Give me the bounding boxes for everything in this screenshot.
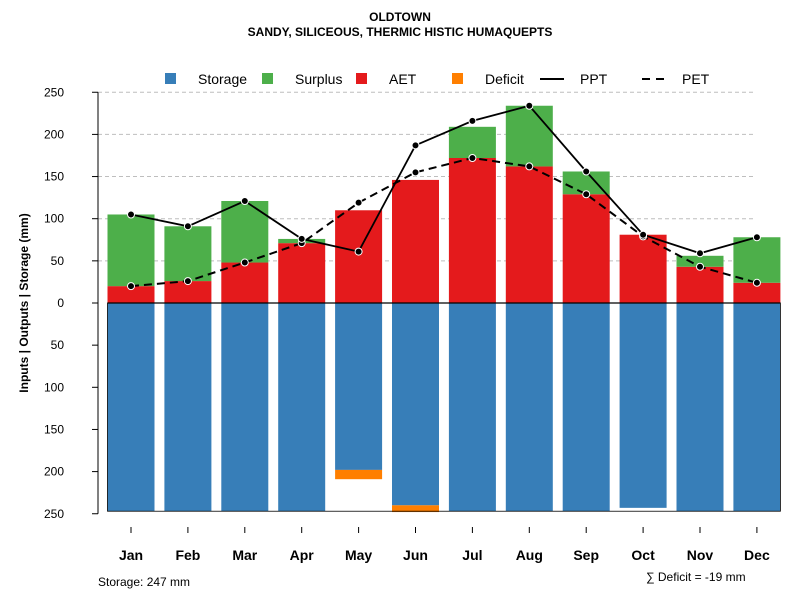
x-tick-label: Aug	[516, 547, 543, 563]
y-tick-label: 50	[51, 338, 65, 352]
aet-bar	[164, 281, 212, 303]
surplus-bar	[733, 237, 781, 283]
pet-point	[183, 277, 192, 286]
aet-bar	[562, 194, 610, 303]
storage-bar	[562, 303, 610, 512]
aet-bar	[335, 210, 383, 303]
surplus-bar	[562, 171, 610, 195]
legend-label-storage: Storage	[198, 71, 247, 87]
ppt-point	[752, 233, 761, 242]
ppt-point	[468, 116, 477, 125]
surplus-bar	[448, 126, 496, 159]
aet-bar	[676, 266, 724, 303]
y-tick-label: 150	[44, 170, 64, 184]
deficit-bar	[335, 469, 383, 480]
deficit-bar	[392, 505, 439, 513]
ppt-point	[240, 196, 249, 205]
ppt-point	[297, 234, 306, 243]
x-tick-label: Sep	[573, 547, 599, 563]
y-tick-label: 250	[44, 85, 64, 99]
legend-label-deficit: Deficit	[485, 71, 524, 87]
storage-bar	[278, 303, 326, 512]
legend-swatch-aet	[356, 73, 367, 84]
storage-bar	[733, 303, 781, 512]
y-tick-label: 0	[57, 296, 64, 310]
x-tick-label: Jan	[119, 547, 143, 563]
legend-label-ppt: PPT	[580, 71, 608, 87]
storage-bar	[448, 303, 496, 512]
aet-bar	[619, 234, 667, 303]
pet-point	[240, 258, 249, 267]
pet-point	[127, 282, 135, 291]
y-tick-label: 150	[44, 422, 64, 436]
x-tick-label: Mar	[232, 547, 257, 563]
x-tick-label: May	[345, 547, 372, 563]
ppt-point	[696, 249, 704, 258]
legend-swatch-deficit	[452, 73, 463, 84]
x-tick-label: Nov	[687, 547, 714, 563]
pet-point	[582, 190, 591, 199]
pet-point	[354, 198, 363, 207]
y-tick-label: 200	[44, 127, 64, 141]
surplus-bar	[221, 200, 269, 263]
x-tick-label: Feb	[175, 547, 200, 563]
ppt-point	[639, 230, 648, 239]
ppt-point	[127, 210, 135, 219]
ppt-point	[525, 101, 534, 110]
pet-point	[411, 168, 420, 177]
ppt-point	[354, 247, 363, 256]
aet-bar	[505, 166, 553, 303]
legend-swatch-surplus	[262, 73, 273, 84]
pet-point	[468, 154, 477, 163]
y-tick-label: 50	[51, 254, 65, 268]
aet-bar	[278, 243, 326, 303]
y-tick-label: 100	[44, 212, 64, 226]
ppt-point	[183, 222, 192, 231]
x-tick-label: Dec	[744, 547, 770, 563]
aet-bar	[392, 179, 439, 303]
chart-title: OLDTOWN	[369, 10, 431, 24]
storage-note: Storage: 247 mm	[98, 575, 191, 589]
surplus-bar	[676, 255, 724, 267]
ppt-line	[130, 104, 758, 255]
aet-bar	[107, 286, 155, 303]
surplus-bar	[505, 105, 553, 167]
storage-bar	[676, 303, 724, 512]
ppt-point	[411, 141, 420, 150]
aet-bar	[221, 262, 269, 303]
legend-swatch-storage	[165, 73, 176, 84]
chart-subtitle: SANDY, SILICEOUS, THERMIC HISTIC HUMAQUE…	[247, 25, 553, 39]
storage-bar	[619, 303, 667, 508]
pet-point	[696, 262, 704, 271]
pet-point	[525, 162, 534, 171]
x-tick-label: Apr	[290, 547, 315, 563]
legend-label-surplus: Surplus	[295, 71, 342, 87]
storage-bar	[107, 303, 155, 512]
x-tick-label: Jul	[462, 547, 482, 563]
y-tick-label: 100	[44, 380, 64, 394]
storage-bar	[505, 303, 553, 512]
legend-label-aet: AET	[389, 71, 417, 87]
legend-label-pet: PET	[682, 71, 710, 87]
aet-bar	[733, 282, 781, 303]
surplus-bar	[107, 214, 155, 287]
surplus-bar	[164, 226, 212, 282]
x-tick-label: Oct	[631, 547, 655, 563]
aet-bar	[448, 158, 496, 303]
pet-point	[752, 278, 761, 287]
storage-bar	[335, 303, 383, 470]
storage-bar	[164, 303, 212, 512]
storage-bar	[221, 303, 269, 512]
y-tick-label: 200	[44, 465, 64, 479]
x-tick-label: Jun	[403, 547, 428, 563]
deficit-note: ∑ Deficit = -19 mm	[646, 570, 746, 584]
y-axis-label: Inputs | Outputs | Storage (mm)	[17, 213, 31, 392]
storage-bar	[392, 303, 439, 506]
pet-line	[130, 156, 758, 288]
y-tick-label: 250	[44, 507, 64, 521]
ppt-point	[582, 167, 591, 176]
